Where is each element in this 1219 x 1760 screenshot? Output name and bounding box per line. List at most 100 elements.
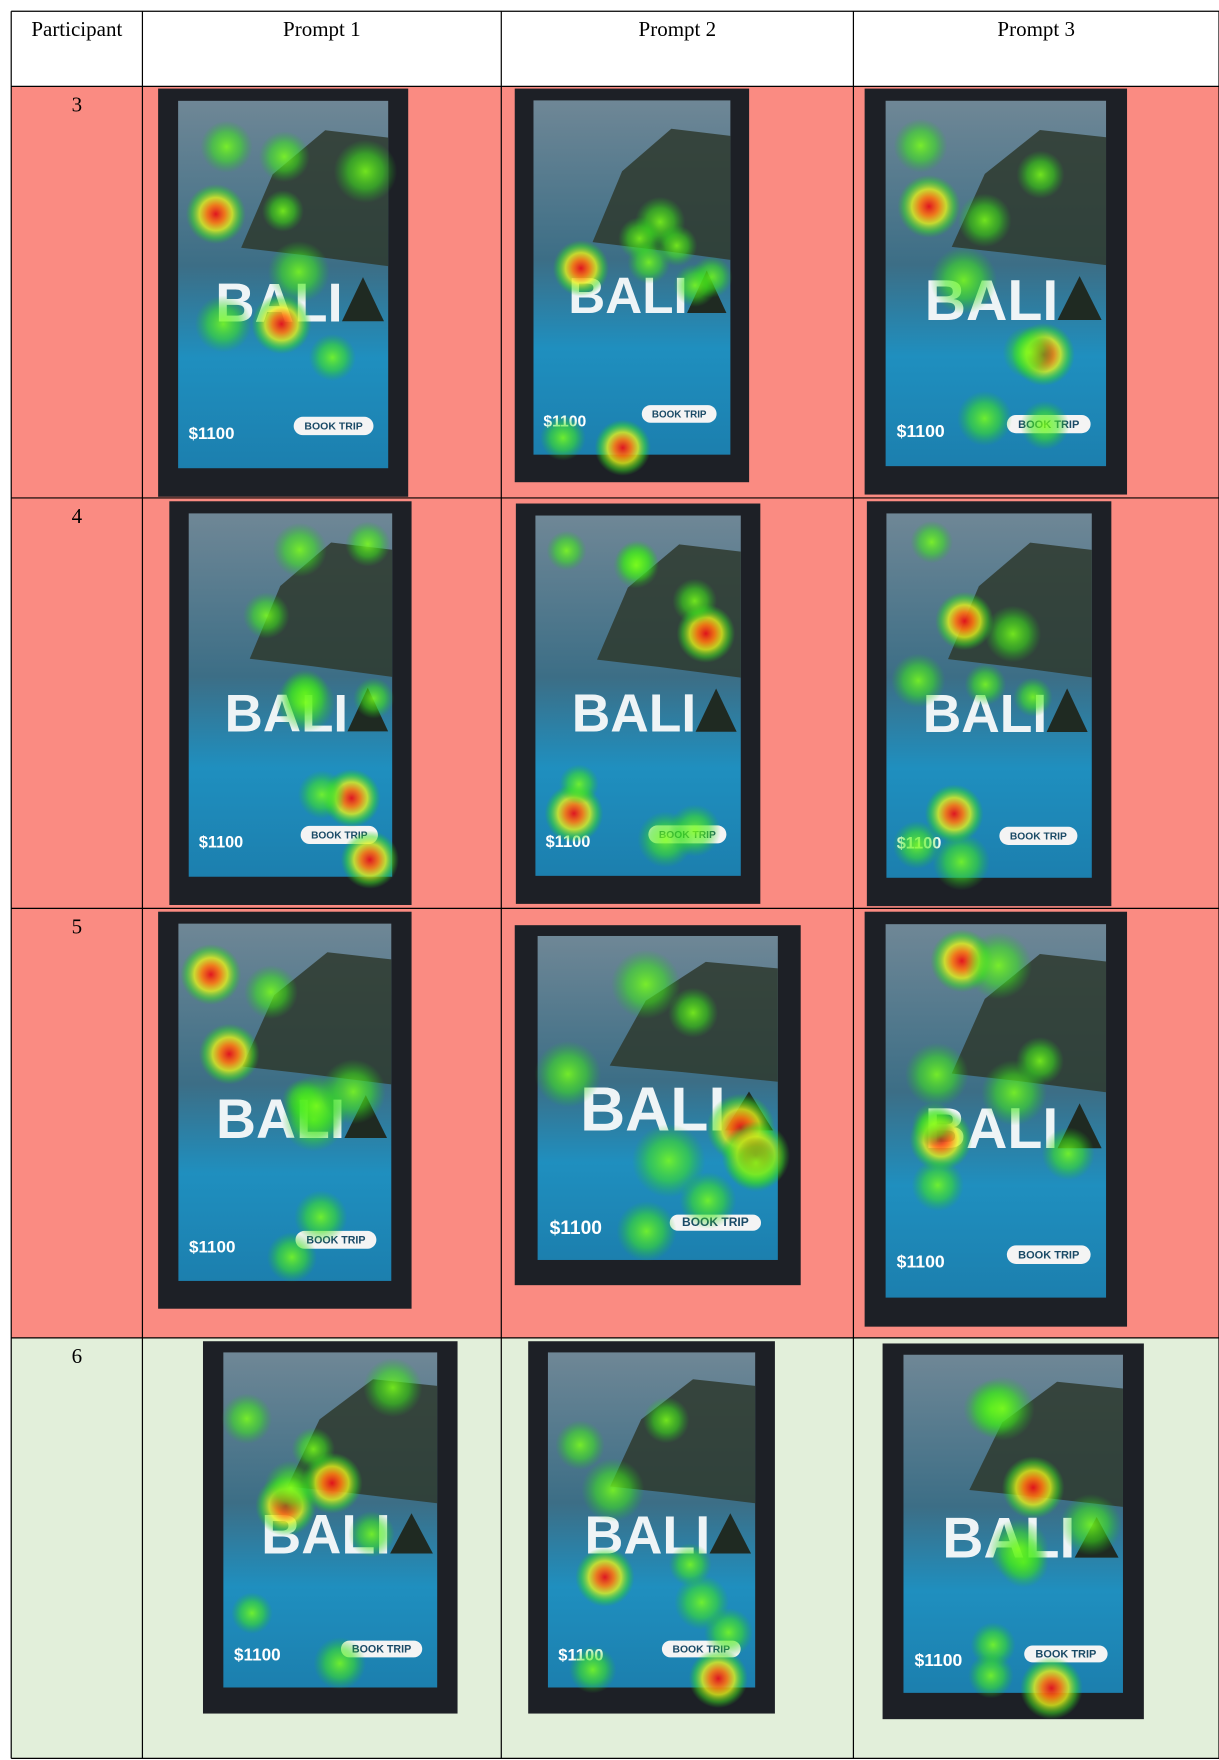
gaze-blob — [231, 1592, 272, 1633]
gaze-blob — [905, 1043, 969, 1107]
gaze-blob — [673, 264, 716, 307]
heatmap-image: BALI$1100BOOK TRIP — [883, 1343, 1144, 1719]
gaze-blob — [613, 542, 659, 588]
poster-price: $1100 — [189, 1237, 235, 1256]
gaze-blob — [535, 1041, 601, 1107]
gaze-blob — [186, 184, 246, 244]
gaze-blob — [273, 523, 327, 577]
gaze-blob — [275, 673, 335, 733]
gaze-blob — [581, 1458, 644, 1521]
poster-button-label: BOOK TRIP — [1018, 1249, 1079, 1261]
poster-price: $1100 — [897, 421, 945, 441]
heatmap-image: BALI$1100BOOK TRIP — [203, 1341, 458, 1713]
gaze-blob — [672, 579, 717, 624]
gaze-blob — [251, 294, 311, 354]
gaze-blob — [912, 1102, 956, 1146]
gaze-blob — [1060, 1494, 1122, 1556]
participant-id: 6 — [72, 1344, 83, 1368]
gaze-blob — [1003, 326, 1056, 379]
gaze-blob — [930, 247, 997, 314]
gaze-blob — [933, 833, 990, 890]
gaze-blob — [891, 653, 945, 707]
gaze-blob — [968, 1653, 1014, 1699]
gaze-blob — [298, 770, 346, 818]
poster-price: $1100 — [550, 1218, 602, 1239]
gaze-blob — [894, 119, 948, 173]
heatmap-image: BALI$1100BOOK TRIP — [169, 501, 411, 905]
gaze-blob — [259, 131, 310, 182]
page: BALI$1100BOOK TRIPBALI$1100BOOK TRIPBALI… — [0, 0, 1219, 1760]
gaze-blob — [595, 420, 651, 476]
gaze-blob — [726, 1133, 785, 1192]
gaze-blob — [195, 295, 252, 352]
gaze-blob — [341, 831, 399, 889]
gaze-blob — [363, 1358, 422, 1417]
gaze-blob — [988, 1519, 1049, 1580]
gaze-blob — [897, 175, 960, 238]
poster-price: $1100 — [199, 834, 243, 852]
gaze-blob — [910, 521, 952, 563]
poster-price: $1100 — [234, 1646, 281, 1665]
gaze-blob — [679, 1172, 736, 1229]
gaze-blob — [200, 121, 252, 173]
poster-headline: BALI — [572, 685, 697, 744]
gaze-blob — [334, 140, 397, 203]
gaze-blob — [553, 240, 609, 296]
gaze-blob — [321, 1059, 386, 1124]
gaze-blob — [1042, 1127, 1095, 1180]
poster-button-label: BOOK TRIP — [304, 421, 362, 433]
gaze-blob — [222, 1393, 273, 1444]
gaze-blob — [616, 1201, 676, 1261]
gaze-blob — [314, 1637, 366, 1689]
poster-price: $1100 — [914, 1650, 962, 1670]
participant-id: 5 — [72, 914, 83, 938]
gaze-blob — [540, 415, 586, 461]
gaze-blob — [353, 678, 394, 719]
participant-id: 4 — [72, 504, 83, 528]
gaze-blob — [244, 965, 298, 1019]
participant-id: 3 — [72, 92, 83, 116]
gaze-blob — [1020, 1657, 1083, 1720]
gaze-blob — [893, 821, 941, 869]
gaze-blob — [1016, 151, 1064, 199]
poster-price: $1100 — [189, 424, 235, 443]
gaze-blob — [199, 1024, 260, 1085]
gaze-blob — [559, 764, 599, 804]
gaze-blob — [348, 1511, 395, 1558]
gaze-blob — [264, 1460, 318, 1514]
gaze-blob — [643, 1397, 689, 1443]
gaze-blob — [912, 1159, 964, 1211]
heatmap-image: BALI$1100BOOK TRIP — [515, 89, 749, 483]
gaze-blob — [964, 664, 1006, 706]
gaze-blob — [965, 932, 1032, 999]
gaze-blob — [958, 193, 1012, 247]
heatmap-table: BALI$1100BOOK TRIPBALI$1100BOOK TRIPBALI… — [0, 0, 1219, 1760]
gaze-blob — [1002, 1456, 1065, 1519]
gaze-blob — [970, 1376, 1034, 1440]
poster-button-label: BOOK TRIP — [1010, 832, 1067, 843]
gaze-blob — [957, 391, 1012, 446]
gaze-blob — [689, 1649, 748, 1708]
gaze-blob — [547, 531, 587, 571]
header-cell: Prompt 3 — [997, 17, 1075, 41]
heatmap-image: BALI$1100BOOK TRIP — [515, 925, 801, 1285]
gaze-blob — [268, 241, 330, 303]
gaze-blob — [569, 1646, 616, 1693]
gaze-blob — [575, 1548, 634, 1607]
gaze-blob — [668, 988, 718, 1038]
gaze-blob — [1020, 401, 1069, 450]
gaze-blob — [674, 1575, 729, 1630]
gaze-blob — [345, 521, 390, 566]
header-cell: Participant — [31, 17, 122, 41]
gaze-blob — [243, 592, 290, 639]
gaze-blob — [669, 804, 721, 856]
gaze-blob — [309, 334, 356, 381]
header-cell: Prompt 1 — [283, 17, 361, 41]
